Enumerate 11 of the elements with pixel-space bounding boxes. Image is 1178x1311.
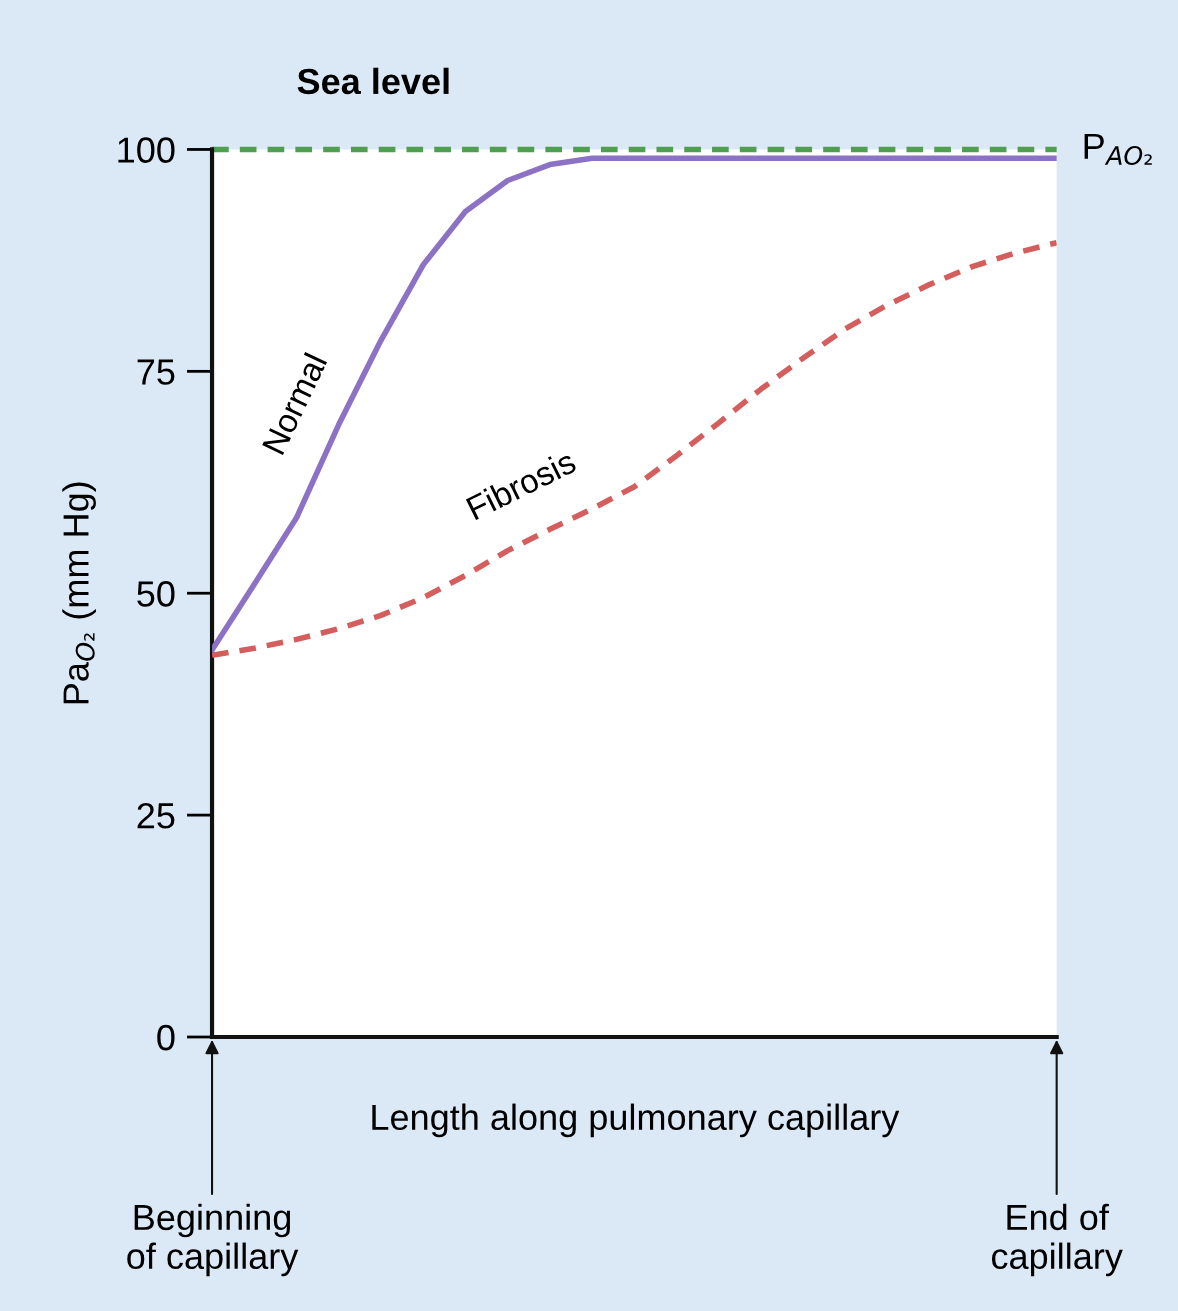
y-axis-title: Pa$_{O₂}$ (mm Hg) <box>62 482 96 704</box>
chart-title: Sea level <box>297 67 449 95</box>
ref-line-label: P$_{AO₂}$ <box>1084 133 1152 165</box>
y-tick-label: 50 <box>137 581 175 607</box>
x-tick-label: Beginning of capillary <box>127 1203 299 1277</box>
x-tick-label: End of capillary <box>991 1203 1123 1277</box>
y-tick-label: 75 <box>137 359 175 385</box>
x-axis-title: Length along pulmonary capillary <box>372 1103 900 1138</box>
y-tick-label: 25 <box>137 802 175 829</box>
y-tick-label: 100 <box>118 137 175 163</box>
y-tick-label: 0 <box>157 1024 175 1051</box>
